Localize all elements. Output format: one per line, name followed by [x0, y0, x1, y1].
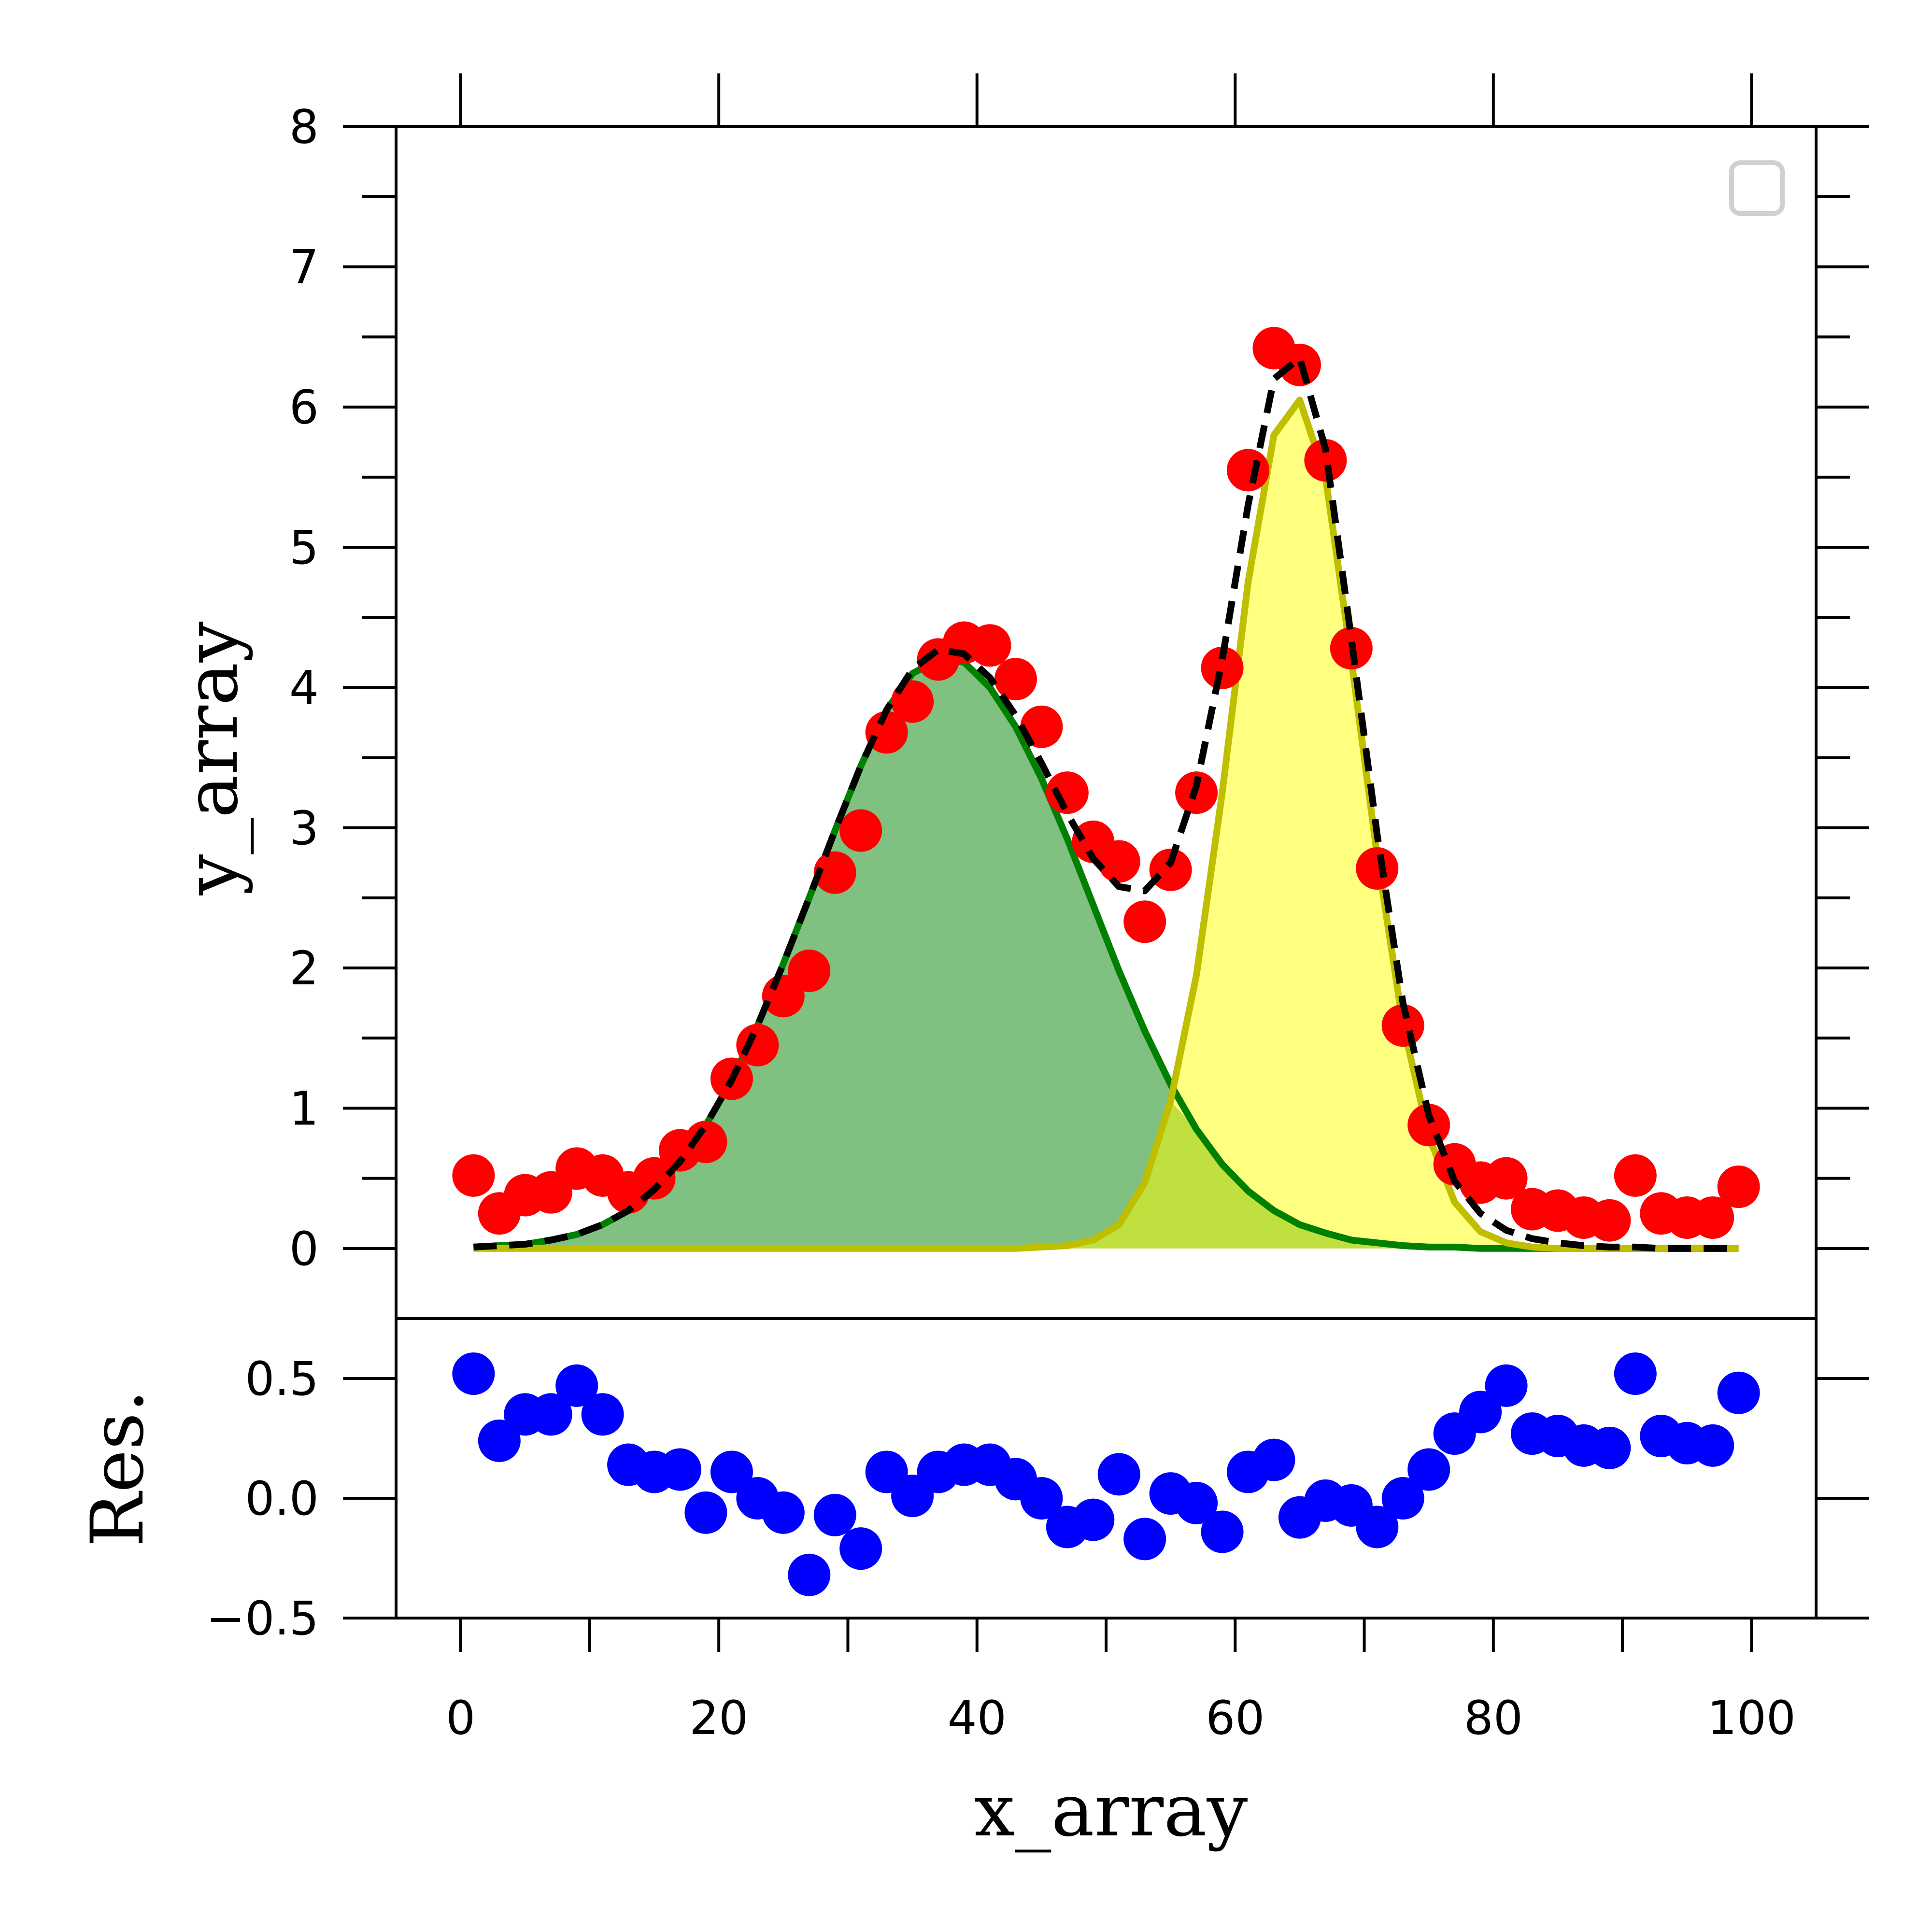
res-y-tick-label: −0.5: [206, 1591, 319, 1646]
main-plot-content: [452, 327, 1760, 1252]
residual-point: [1175, 1481, 1218, 1524]
residual-point: [1485, 1364, 1528, 1407]
residual-point: [1020, 1477, 1063, 1520]
residual-point: [1717, 1371, 1760, 1414]
data-point: [1614, 1154, 1657, 1197]
residual-point: [1588, 1426, 1631, 1469]
y-tick-label: 2: [289, 941, 319, 995]
data-point: [994, 657, 1037, 700]
x-tick-label: 60: [1206, 1691, 1264, 1745]
residual-y-axis-label: Res.: [76, 1390, 160, 1547]
data-point: [1149, 848, 1192, 891]
residual-point: [1381, 1477, 1424, 1520]
total-fit-line: [473, 355, 1739, 1252]
residual-point: [839, 1527, 882, 1570]
residual-point: [581, 1393, 624, 1436]
residual-point: [529, 1393, 572, 1436]
data-point: [839, 809, 882, 852]
residual-point: [788, 1553, 831, 1596]
data-point: [1717, 1165, 1760, 1208]
residual-point: [813, 1493, 856, 1536]
residual-point: [1614, 1352, 1657, 1395]
y-tick-label: 7: [289, 240, 319, 294]
residual-point: [1097, 1453, 1140, 1496]
residual-point: [1407, 1448, 1450, 1491]
x-tick-label: 20: [689, 1691, 748, 1745]
residual-point: [1356, 1506, 1399, 1548]
res-y-tick-label: 0.0: [245, 1472, 319, 1526]
data-point: [1304, 439, 1347, 482]
residual-point: [659, 1448, 701, 1491]
data-point: [865, 711, 908, 754]
residual-point: [684, 1491, 727, 1534]
residual-point: [1123, 1518, 1166, 1561]
res-y-tick-label: 0.5: [245, 1352, 319, 1406]
data-point: [452, 1154, 495, 1197]
data-point: [788, 949, 831, 992]
y-tick-label: 8: [289, 100, 319, 154]
residual-point: [1201, 1510, 1244, 1553]
x-tick-label: 100: [1707, 1691, 1796, 1745]
y-tick-label: 5: [289, 521, 319, 575]
y-tick-label: 6: [289, 381, 319, 435]
data-point: [1123, 900, 1166, 943]
data-point: [1046, 771, 1089, 814]
x-axis-label: x_array: [974, 1769, 1248, 1853]
residual-point: [762, 1491, 805, 1534]
residual-plot-content: [452, 1352, 1760, 1596]
x-tick-label: 80: [1464, 1691, 1523, 1745]
data-point: [968, 624, 1011, 667]
data-point: [736, 1023, 779, 1066]
residual-point: [1072, 1498, 1115, 1541]
residual-axes: −0.5 0.0 0.5 0 20 40 60 80 100: [206, 1317, 1869, 1745]
y-tick-label: 0: [289, 1222, 319, 1276]
data-point: [1201, 646, 1244, 689]
data-point: [1588, 1199, 1631, 1242]
data-point: [1356, 847, 1399, 890]
residual-point: [1252, 1438, 1295, 1481]
data-point: [1097, 840, 1140, 883]
data-point: [1485, 1157, 1528, 1200]
data-point: [1691, 1196, 1734, 1239]
x-tick-label: 40: [948, 1691, 1007, 1745]
legend-box: [1729, 160, 1785, 216]
residual-point: [555, 1364, 598, 1407]
y-tick-label: 1: [289, 1081, 319, 1136]
y-tick-label: 4: [289, 661, 319, 715]
component-2-line: [473, 397, 1739, 1252]
data-point: [684, 1121, 727, 1164]
data-point: [813, 851, 856, 894]
residual-point: [478, 1419, 521, 1462]
residual-point: [1459, 1391, 1502, 1434]
residual-point: [1691, 1424, 1734, 1467]
residual-point: [710, 1450, 753, 1493]
main-y-axis-label: y_array: [170, 621, 254, 895]
component-1-fill: [473, 659, 1739, 1249]
data-point: [633, 1157, 676, 1200]
x-tick-label: 0: [446, 1691, 475, 1745]
data-point: [1227, 449, 1269, 492]
residual-point: [452, 1352, 495, 1395]
y-tick-label: 3: [289, 801, 319, 855]
